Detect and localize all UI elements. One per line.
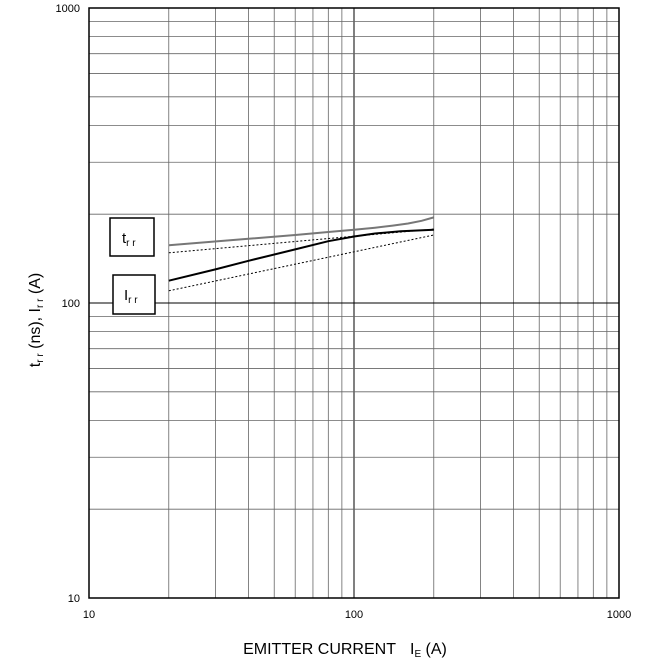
series-line-irr (168, 228, 434, 282)
y-tick-label: 1000 (56, 3, 80, 15)
legend-irr-label: Ir r (124, 287, 138, 306)
y-tick-label: 10 (68, 593, 80, 605)
series-line-trr (168, 216, 435, 247)
plot-frame (88, 7, 620, 599)
legend-trr-label: tr r (122, 230, 136, 249)
legend-irr: Ir r (112, 274, 156, 315)
legend-trr: tr r (109, 217, 155, 257)
tick-labels: 10 100 1000 10 100 1000 (56, 3, 632, 621)
x-tick-label: 1000 (607, 609, 631, 621)
series-line-irr-dotted (168, 234, 434, 292)
x-tick-label: 100 (345, 609, 363, 621)
y-tick-label: 100 (62, 298, 80, 310)
x-tick-label: 10 (83, 609, 95, 621)
x-axis-label: EMITTER CURRENT IE (A) (243, 641, 447, 660)
legend-irr-box (112, 274, 156, 315)
y-axis-label: tr r (ns), Ir r (A) (27, 273, 46, 367)
series-group (168, 216, 435, 292)
grid (88, 8, 619, 599)
legend-trr-box (109, 217, 155, 257)
